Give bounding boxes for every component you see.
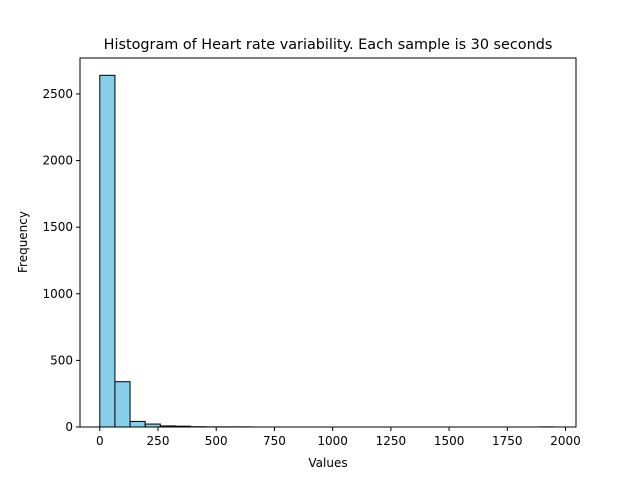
y-tick-label: 0 — [65, 420, 73, 434]
x-tick-label: 250 — [147, 434, 170, 448]
histogram-bar — [130, 421, 145, 427]
plot-frame — [80, 58, 576, 427]
x-tick-label: 1500 — [434, 434, 465, 448]
x-tick-label: 500 — [205, 434, 228, 448]
chart-title: Histogram of Heart rate variability. Eac… — [104, 37, 553, 53]
y-tick-label: 2000 — [42, 154, 73, 168]
x-tick-label: 1000 — [317, 434, 348, 448]
y-tick-label: 2500 — [42, 87, 73, 101]
y-tick-label: 1000 — [42, 287, 73, 301]
x-tick-label: 750 — [263, 434, 286, 448]
histogram-bar — [100, 75, 115, 427]
y-axis-ticks: 0 500 1000 1500 2000 2500 — [42, 87, 80, 434]
x-tick-label: 1250 — [376, 434, 407, 448]
x-tick-label: 0 — [96, 434, 104, 448]
y-tick-label: 500 — [50, 353, 73, 367]
x-tick-label: 1750 — [492, 434, 523, 448]
y-tick-label: 1500 — [42, 220, 73, 234]
x-axis-ticks: 0 250 500 750 1000 1250 1500 1750 2000 — [96, 427, 581, 448]
x-axis-label: Values — [308, 456, 347, 470]
histogram-bar — [115, 382, 130, 427]
bars-group — [100, 75, 554, 427]
y-axis-label: Frequency — [16, 211, 30, 273]
x-tick-label: 2000 — [550, 434, 581, 448]
